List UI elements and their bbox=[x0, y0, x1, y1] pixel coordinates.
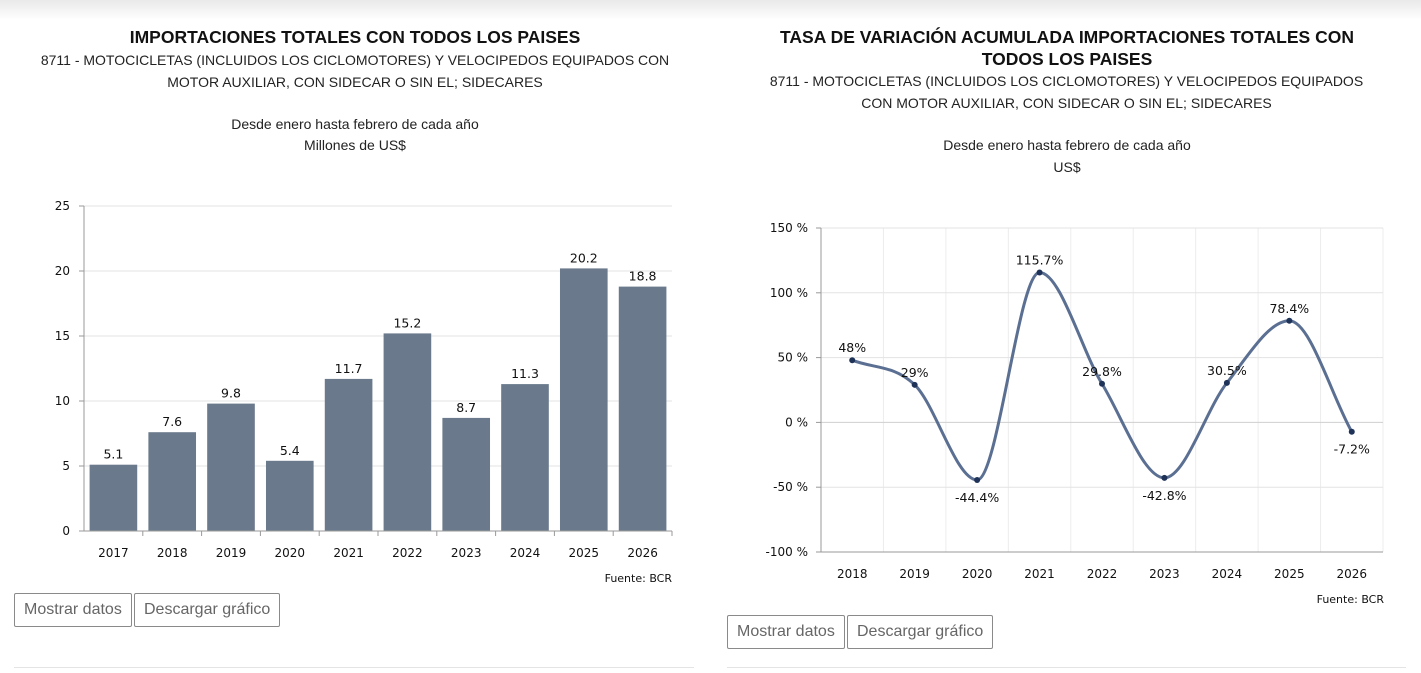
bar bbox=[265, 460, 314, 531]
imports-panel: IMPORTACIONES TOTALES CON TODOS LOS PAIS… bbox=[0, 0, 710, 673]
x-tick-label: 2025 bbox=[1274, 567, 1305, 581]
variation-source: Fuente: BCR bbox=[1317, 593, 1385, 606]
imports-title: IMPORTACIONES TOTALES CON TODOS LOS PAIS… bbox=[129, 27, 581, 47]
x-tick-label: 2022 bbox=[392, 546, 423, 560]
variation-title: TASA DE VARIACIÓN ACUMULADA IMPORTACIONE… bbox=[780, 27, 1354, 69]
point-value-label: 48% bbox=[838, 340, 866, 355]
point-value-label: 115.7% bbox=[1016, 252, 1064, 267]
variation-unit: US$ bbox=[1053, 159, 1081, 175]
bar bbox=[501, 384, 549, 531]
data-point bbox=[1286, 317, 1293, 324]
data-point bbox=[849, 357, 856, 364]
variation-subtitle: 8711 - MOTOCICLETAS (INCLUIDOS LOS CICLO… bbox=[769, 73, 1364, 111]
imports-subtitle: 8711 - MOTOCICLETAS (INCLUIDOS LOS CICLO… bbox=[40, 52, 670, 90]
series-line bbox=[851, 270, 1354, 482]
x-tick-label: 2024 bbox=[1212, 567, 1243, 581]
data-point bbox=[1036, 269, 1043, 276]
x-tick-label: 2020 bbox=[275, 546, 306, 560]
download-chart-button[interactable]: Descargar gráfico bbox=[134, 593, 281, 627]
data-point bbox=[911, 381, 918, 388]
y-tick-label: 150 % bbox=[770, 221, 808, 235]
x-tick-label: 2019 bbox=[216, 546, 247, 560]
show-data-button[interactable]: Mostrar datos bbox=[14, 593, 132, 627]
x-tick-label: 2021 bbox=[333, 546, 364, 560]
bar-value-label: 20.2 bbox=[570, 250, 598, 265]
top-shade bbox=[0, 0, 1421, 20]
data-point bbox=[1161, 474, 1168, 481]
data-point bbox=[1099, 380, 1105, 387]
y-tick-label: 15 bbox=[55, 329, 70, 343]
x-tick-label: 2021 bbox=[1024, 567, 1055, 581]
y-tick-label: -50 % bbox=[773, 480, 808, 494]
point-value-label: -42.8% bbox=[1142, 488, 1186, 503]
bar-value-label: 9.8 bbox=[221, 386, 241, 401]
data-point bbox=[1348, 428, 1355, 435]
point-value-label: -44.4% bbox=[955, 490, 999, 505]
point-value-label: 78.4% bbox=[1269, 301, 1309, 316]
x-tick-label: 2023 bbox=[451, 546, 482, 560]
download-chart-button-2[interactable]: Descargar gráfico bbox=[847, 615, 994, 649]
imports-unit: Millones de US$ bbox=[304, 137, 406, 153]
variation-line-chart: Fuente: BCR -100 % -50 % 0 % 50 % 100 % 150 %… bbox=[766, 221, 1385, 606]
bar bbox=[324, 378, 373, 531]
y-tick-label: 100 % bbox=[770, 286, 808, 300]
x-tick-label: 2018 bbox=[837, 567, 868, 581]
x-tick-label: 2017 bbox=[98, 546, 129, 560]
point-value-label: 29.8% bbox=[1082, 364, 1122, 379]
x-tick-label: 2025 bbox=[569, 546, 600, 560]
bar-value-label: 5.4 bbox=[280, 443, 300, 458]
y-tick-label: 0 % bbox=[785, 415, 808, 429]
bar-value-label: 5.1 bbox=[103, 447, 123, 462]
variation-panel: TASA DE VARIACIÓN ACUMULADA IMPORTACIONE… bbox=[713, 0, 1421, 673]
y-tick-label: 5 bbox=[62, 459, 70, 473]
x-tick-label: 2026 bbox=[1337, 567, 1368, 581]
show-data-button-2[interactable]: Mostrar datos bbox=[727, 615, 845, 649]
point-value-label: 30.5% bbox=[1207, 363, 1247, 378]
variation-period: Desde enero hasta febrero de cada año bbox=[943, 137, 1191, 153]
y-tick-label: 10 bbox=[55, 394, 70, 408]
y-tick-label: -100 % bbox=[766, 545, 808, 559]
y-tick-label: 20 bbox=[55, 264, 70, 278]
bar-value-label: 15.2 bbox=[393, 315, 421, 330]
data-point bbox=[1223, 379, 1230, 386]
imports-source: Fuente: BCR bbox=[605, 572, 673, 585]
x-tick-label: 2019 bbox=[899, 567, 930, 581]
y-tick-label: 50 % bbox=[778, 351, 809, 365]
point-value-label: 29% bbox=[901, 365, 929, 380]
imports-period: Desde enero hasta febrero de cada año bbox=[231, 116, 479, 132]
bar bbox=[618, 286, 667, 531]
bar-value-label: 8.7 bbox=[456, 400, 476, 415]
data-point bbox=[974, 476, 981, 483]
bar bbox=[207, 403, 255, 531]
bar bbox=[148, 432, 197, 531]
bar-value-label: 18.8 bbox=[629, 269, 657, 284]
x-tick-label: 2018 bbox=[157, 546, 188, 560]
bar bbox=[559, 268, 608, 531]
bar bbox=[89, 464, 138, 531]
x-tick-label: 2023 bbox=[1149, 567, 1180, 581]
x-tick-label: 2022 bbox=[1087, 567, 1118, 581]
y-tick-label: 0 bbox=[62, 524, 70, 538]
bar-value-label: 11.3 bbox=[511, 366, 539, 381]
point-value-label: -7.2% bbox=[1334, 442, 1370, 457]
x-tick-label: 2024 bbox=[510, 546, 541, 560]
imports-bar-chart: Fuente: BCR 05101520255.120177.620189.82… bbox=[55, 199, 673, 585]
imports-separator bbox=[14, 667, 694, 668]
variation-separator bbox=[727, 667, 1406, 668]
x-tick-label: 2026 bbox=[627, 546, 658, 560]
bar-value-label: 7.6 bbox=[162, 414, 182, 429]
y-tick-label: 25 bbox=[55, 199, 70, 213]
bar-value-label: 11.7 bbox=[335, 361, 363, 376]
bar bbox=[442, 417, 491, 531]
x-tick-label: 2020 bbox=[962, 567, 993, 581]
bar bbox=[383, 333, 432, 531]
